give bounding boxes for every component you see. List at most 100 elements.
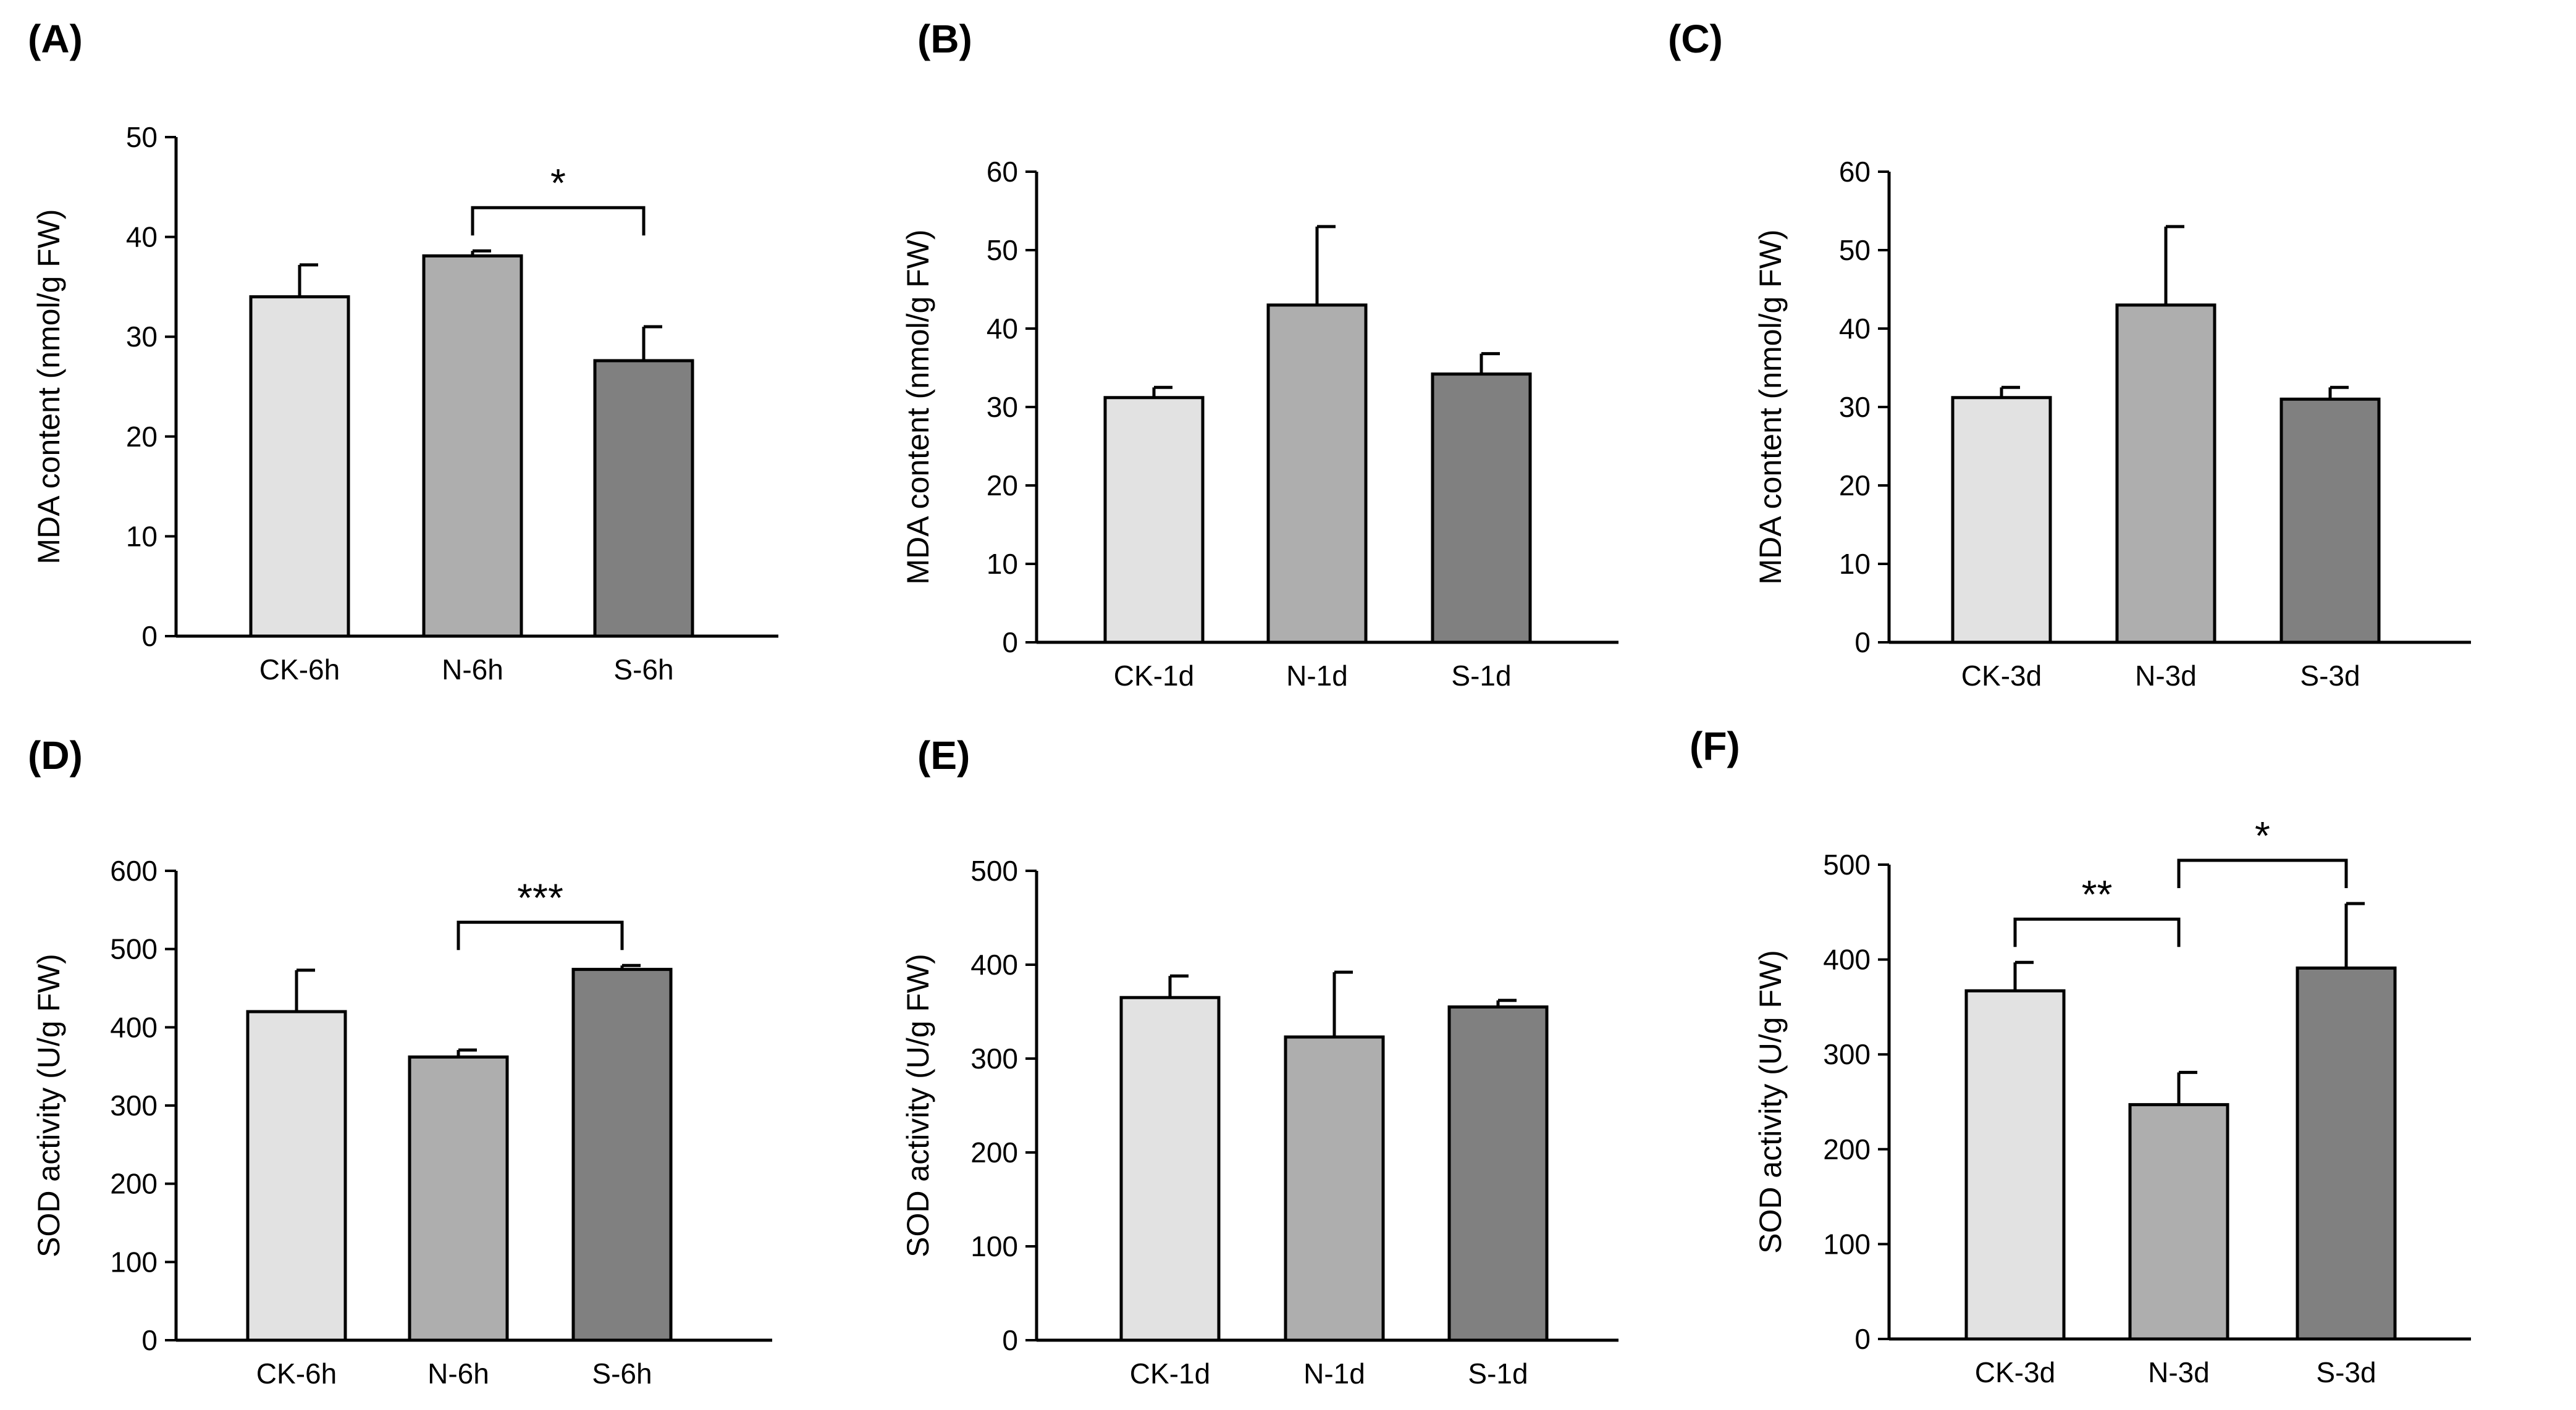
x-tick-label: S-6h <box>592 1358 652 1390</box>
y-tick-label: 0 <box>1854 1323 1871 1355</box>
x-tick-label: N-1d <box>1303 1358 1365 1390</box>
bar <box>2279 397 2381 644</box>
x-tick-label: CK-1d <box>1114 660 1194 692</box>
y-tick-label: 0 <box>1854 626 1871 658</box>
y-axis-title: SOD activity (U/g FW) <box>32 954 66 1257</box>
significance-label: *** <box>517 875 563 920</box>
x-tick-label: N-3d <box>2135 660 2197 692</box>
y-tick-label: 500 <box>110 933 158 965</box>
chart-panel-5: (E) 0 100 200 300 400 500 SOD activity (U/g FW)… <box>901 733 1618 1390</box>
bar <box>1431 372 1532 644</box>
significance-label: * <box>550 161 566 205</box>
x-tick-label: S-3d <box>2316 1356 2376 1388</box>
x-tick-label: CK-3d <box>1975 1356 2055 1388</box>
y-tick-label: 0 <box>1002 626 1018 658</box>
y-tick-label: 0 <box>1002 1324 1018 1356</box>
panel-label: (D) <box>28 733 83 778</box>
y-axis-title: MDA content (nmol/g FW) <box>1753 229 1788 584</box>
x-tick-label: N-6h <box>427 1358 489 1390</box>
x-tick-label: CK-6h <box>259 653 340 686</box>
y-tick-label: 60 <box>987 156 1018 188</box>
y-tick-label: 400 <box>1823 944 1871 976</box>
y-axis-title: MDA content (nmol/g FW) <box>901 229 935 584</box>
y-tick-label: 200 <box>110 1168 158 1200</box>
panel-label: (C) <box>1668 17 1723 61</box>
chart-panel-2: (B) 0 10 20 30 40 50 60 MDA content (nmol/g FW) C… <box>901 17 1618 692</box>
y-axis-title: SOD activity (U/g FW) <box>901 954 935 1257</box>
y-tick-label: 0 <box>141 1324 158 1356</box>
y-tick-label: 50 <box>1839 234 1871 266</box>
y-tick-label: 300 <box>1823 1038 1871 1070</box>
bar <box>1266 303 1368 644</box>
x-tick-label: N-1d <box>1286 660 1348 692</box>
y-tick-label: 40 <box>1839 313 1871 345</box>
bar <box>1103 396 1205 644</box>
significance-label: ** <box>2082 872 2113 917</box>
y-tick-label: 30 <box>1839 391 1871 423</box>
significance-label: * <box>2255 813 2270 858</box>
panel-label: (E) <box>917 733 970 778</box>
y-tick-label: 40 <box>987 313 1018 345</box>
y-tick-label: 100 <box>970 1230 1018 1262</box>
bar <box>593 359 694 638</box>
y-axis-title: MDA content (nmol/g FW) <box>32 209 66 564</box>
y-tick-label: 100 <box>1823 1228 1871 1260</box>
y-tick-label: 10 <box>1839 548 1871 580</box>
chart-panel-1: (A) 0 10 20 30 40 50 MDA content (nmol/g FW) CK-… <box>28 17 778 686</box>
y-tick-label: 600 <box>110 855 158 887</box>
chart-panel-6: (F) 0 100 200 300 400 500 SOD activity (U/g FW)… <box>1690 724 2471 1388</box>
panel-label: (B) <box>917 17 972 61</box>
y-tick-label: 100 <box>110 1246 158 1278</box>
panel-label: (A) <box>28 17 83 61</box>
bar <box>249 295 350 638</box>
x-tick-label: S-3d <box>2300 660 2360 692</box>
y-tick-label: 50 <box>126 121 158 153</box>
bar <box>1447 1005 1549 1342</box>
y-tick-label: 200 <box>970 1136 1018 1169</box>
y-tick-label: 500 <box>1823 849 1871 881</box>
x-tick-label: CK-1d <box>1130 1358 1210 1390</box>
chart-panel-3: (C) 0 10 20 30 40 50 60 MDA content (nmol/g FW) C… <box>1668 17 2471 692</box>
y-tick-label: 500 <box>970 855 1018 887</box>
significance-bracket <box>471 206 646 236</box>
bar <box>2296 966 2397 1341</box>
bar <box>422 254 523 638</box>
y-tick-label: 300 <box>110 1089 158 1122</box>
x-tick-label: S-1d <box>1451 660 1511 692</box>
x-tick-label: CK-3d <box>1961 660 2042 692</box>
significance-bracket <box>457 920 624 950</box>
y-tick-label: 50 <box>987 234 1018 266</box>
y-tick-label: 20 <box>987 469 1018 501</box>
y-tick-label: 200 <box>1823 1133 1871 1165</box>
y-tick-label: 300 <box>970 1043 1018 1075</box>
bar <box>1951 396 2052 644</box>
bar <box>408 1055 509 1342</box>
y-axis-title: SOD activity (U/g FW) <box>1753 950 1788 1254</box>
bar <box>246 1010 347 1342</box>
x-tick-label: S-6h <box>613 653 673 686</box>
bar <box>1964 989 2066 1341</box>
bar <box>2128 1103 2229 1341</box>
y-tick-label: 40 <box>126 221 158 253</box>
chart-panel-4: (D) 0 100 200 300 400 500 600 SOD activity (U/g … <box>28 733 772 1390</box>
bar <box>571 968 673 1342</box>
x-tick-label: CK-6h <box>256 1358 337 1390</box>
y-tick-label: 0 <box>141 620 158 652</box>
y-tick-label: 400 <box>110 1011 158 1043</box>
x-tick-label: N-6h <box>442 653 503 686</box>
significance-bracket <box>2013 917 2181 947</box>
y-tick-label: 20 <box>126 421 158 453</box>
bar <box>2115 303 2216 644</box>
y-tick-label: 30 <box>126 321 158 353</box>
y-tick-label: 10 <box>987 548 1018 580</box>
x-tick-label: S-1d <box>1468 1358 1528 1390</box>
x-tick-label: N-3d <box>2148 1356 2210 1388</box>
significance-bracket <box>2177 858 2348 888</box>
y-tick-label: 30 <box>987 391 1018 423</box>
y-tick-label: 400 <box>970 949 1018 981</box>
panel-label: (F) <box>1690 724 1740 768</box>
y-tick-label: 60 <box>1839 156 1871 188</box>
y-tick-label: 10 <box>126 520 158 552</box>
